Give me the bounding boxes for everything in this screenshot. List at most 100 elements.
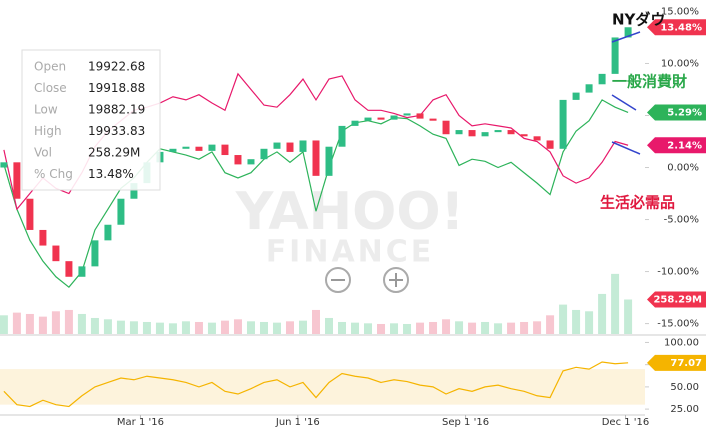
volume-bar: [246, 321, 255, 334]
rsi-last-value-bg: [647, 354, 706, 371]
candle: [338, 125, 346, 147]
series-line: [3, 99, 629, 289]
tooltip-label: Vol: [34, 146, 52, 160]
tooltip-label: % Chg: [34, 167, 73, 181]
y-tick-label: -5.00%: [664, 215, 699, 226]
volume-bar: [468, 322, 477, 334]
rsi-last-value: 77.07: [670, 358, 702, 369]
zoom-in-button[interactable]: [383, 267, 409, 293]
volume-bar: [129, 321, 138, 334]
volume-bar: [390, 323, 399, 334]
volume-bar: [311, 309, 320, 334]
candle: [169, 148, 177, 152]
candle: [130, 183, 138, 199]
volume-bar: [494, 323, 503, 334]
volume-bar: [259, 321, 268, 334]
volume-bar: [442, 319, 451, 334]
tooltip-value: 258.29M: [88, 146, 140, 160]
series-name: 一般消費財: [612, 73, 687, 91]
rsi-tick-label: 100.00: [664, 337, 699, 348]
candle: [364, 117, 372, 121]
candle: [533, 136, 541, 141]
candle: [481, 132, 489, 137]
x-tick-label: Sep 1 '16: [442, 417, 489, 428]
tooltip-label: Close: [34, 81, 67, 95]
volume-bar: [585, 311, 594, 334]
tooltip-value: 19933.83: [88, 124, 145, 138]
candle: [377, 117, 385, 120]
volume-bar: [90, 317, 99, 334]
volume-bar: [598, 293, 607, 334]
tooltip-value: 19922.68: [88, 60, 145, 74]
candle: [494, 130, 502, 133]
candle: [299, 140, 307, 152]
tooltip-value: 13.48%: [88, 167, 134, 181]
candle: [624, 27, 632, 38]
candle: [0, 162, 8, 168]
rsi-band: [0, 369, 645, 405]
trend-lines: [611, 31, 641, 155]
volume-bar: [285, 321, 294, 334]
watermark-sub: FINANCE: [266, 235, 435, 270]
volume-bar: [51, 311, 60, 334]
y-tick-label: 15.00%: [661, 6, 699, 17]
volume-bar: [64, 309, 73, 334]
series-last-value-bg: [647, 19, 706, 36]
volume-bar: [207, 322, 216, 334]
volume-bar: [272, 322, 281, 334]
volume-bar: [194, 321, 203, 334]
volume-bar: [103, 319, 112, 334]
candle: [585, 84, 593, 93]
volume-bar: [220, 320, 229, 334]
candle: [546, 140, 554, 149]
volume-bar: [0, 315, 8, 334]
volume-bar: [298, 320, 307, 334]
tooltip-label: High: [34, 124, 62, 138]
volume-bar: [546, 315, 555, 334]
candle: [260, 148, 268, 160]
candle: [195, 146, 203, 151]
volume-bar: [429, 321, 438, 334]
tooltip-label: Low: [34, 103, 58, 117]
volume-bar: [364, 323, 373, 334]
candle: [520, 134, 528, 137]
series-last-value: 13.48%: [660, 22, 702, 33]
candle: [507, 130, 515, 135]
candle: [234, 155, 242, 165]
volume-bar: [25, 313, 34, 334]
candle: [208, 144, 216, 151]
volume-bar: [572, 309, 581, 334]
tooltip-value: 19918.88: [88, 81, 145, 95]
candle: [78, 266, 86, 277]
volume-bar: [12, 312, 21, 334]
volume-bar: [533, 321, 542, 334]
volume-bar: [377, 323, 386, 334]
series-last-value: 5.29%: [667, 107, 702, 118]
volume-bar: [624, 299, 633, 334]
volume-bar: [416, 322, 425, 334]
volume-bar: [142, 321, 151, 334]
rsi-tick-label: 25.00: [670, 404, 699, 415]
candle: [455, 130, 463, 135]
candle: [286, 142, 294, 152]
volume-bar: [325, 317, 334, 334]
watermark-logo: YAHOO!: [235, 182, 465, 242]
candle: [468, 130, 476, 137]
volume-bar: [233, 319, 242, 334]
candle: [403, 113, 411, 116]
zoom-controls: [325, 267, 409, 293]
candle: [572, 92, 580, 100]
volume-bar: [38, 316, 47, 334]
candle: [442, 120, 450, 135]
candle: [26, 198, 34, 230]
zoom-out-button[interactable]: [325, 267, 351, 293]
y-tick-label: -10.00%: [657, 267, 699, 278]
candle: [104, 224, 112, 241]
candle: [611, 37, 619, 74]
x-tick-label: Mar 1 '16: [117, 417, 164, 428]
candle: [273, 142, 281, 149]
volume-bar: [559, 304, 568, 334]
watermark: YAHOO! FINANCE: [235, 182, 465, 270]
tooltip-box: [21, 49, 161, 191]
